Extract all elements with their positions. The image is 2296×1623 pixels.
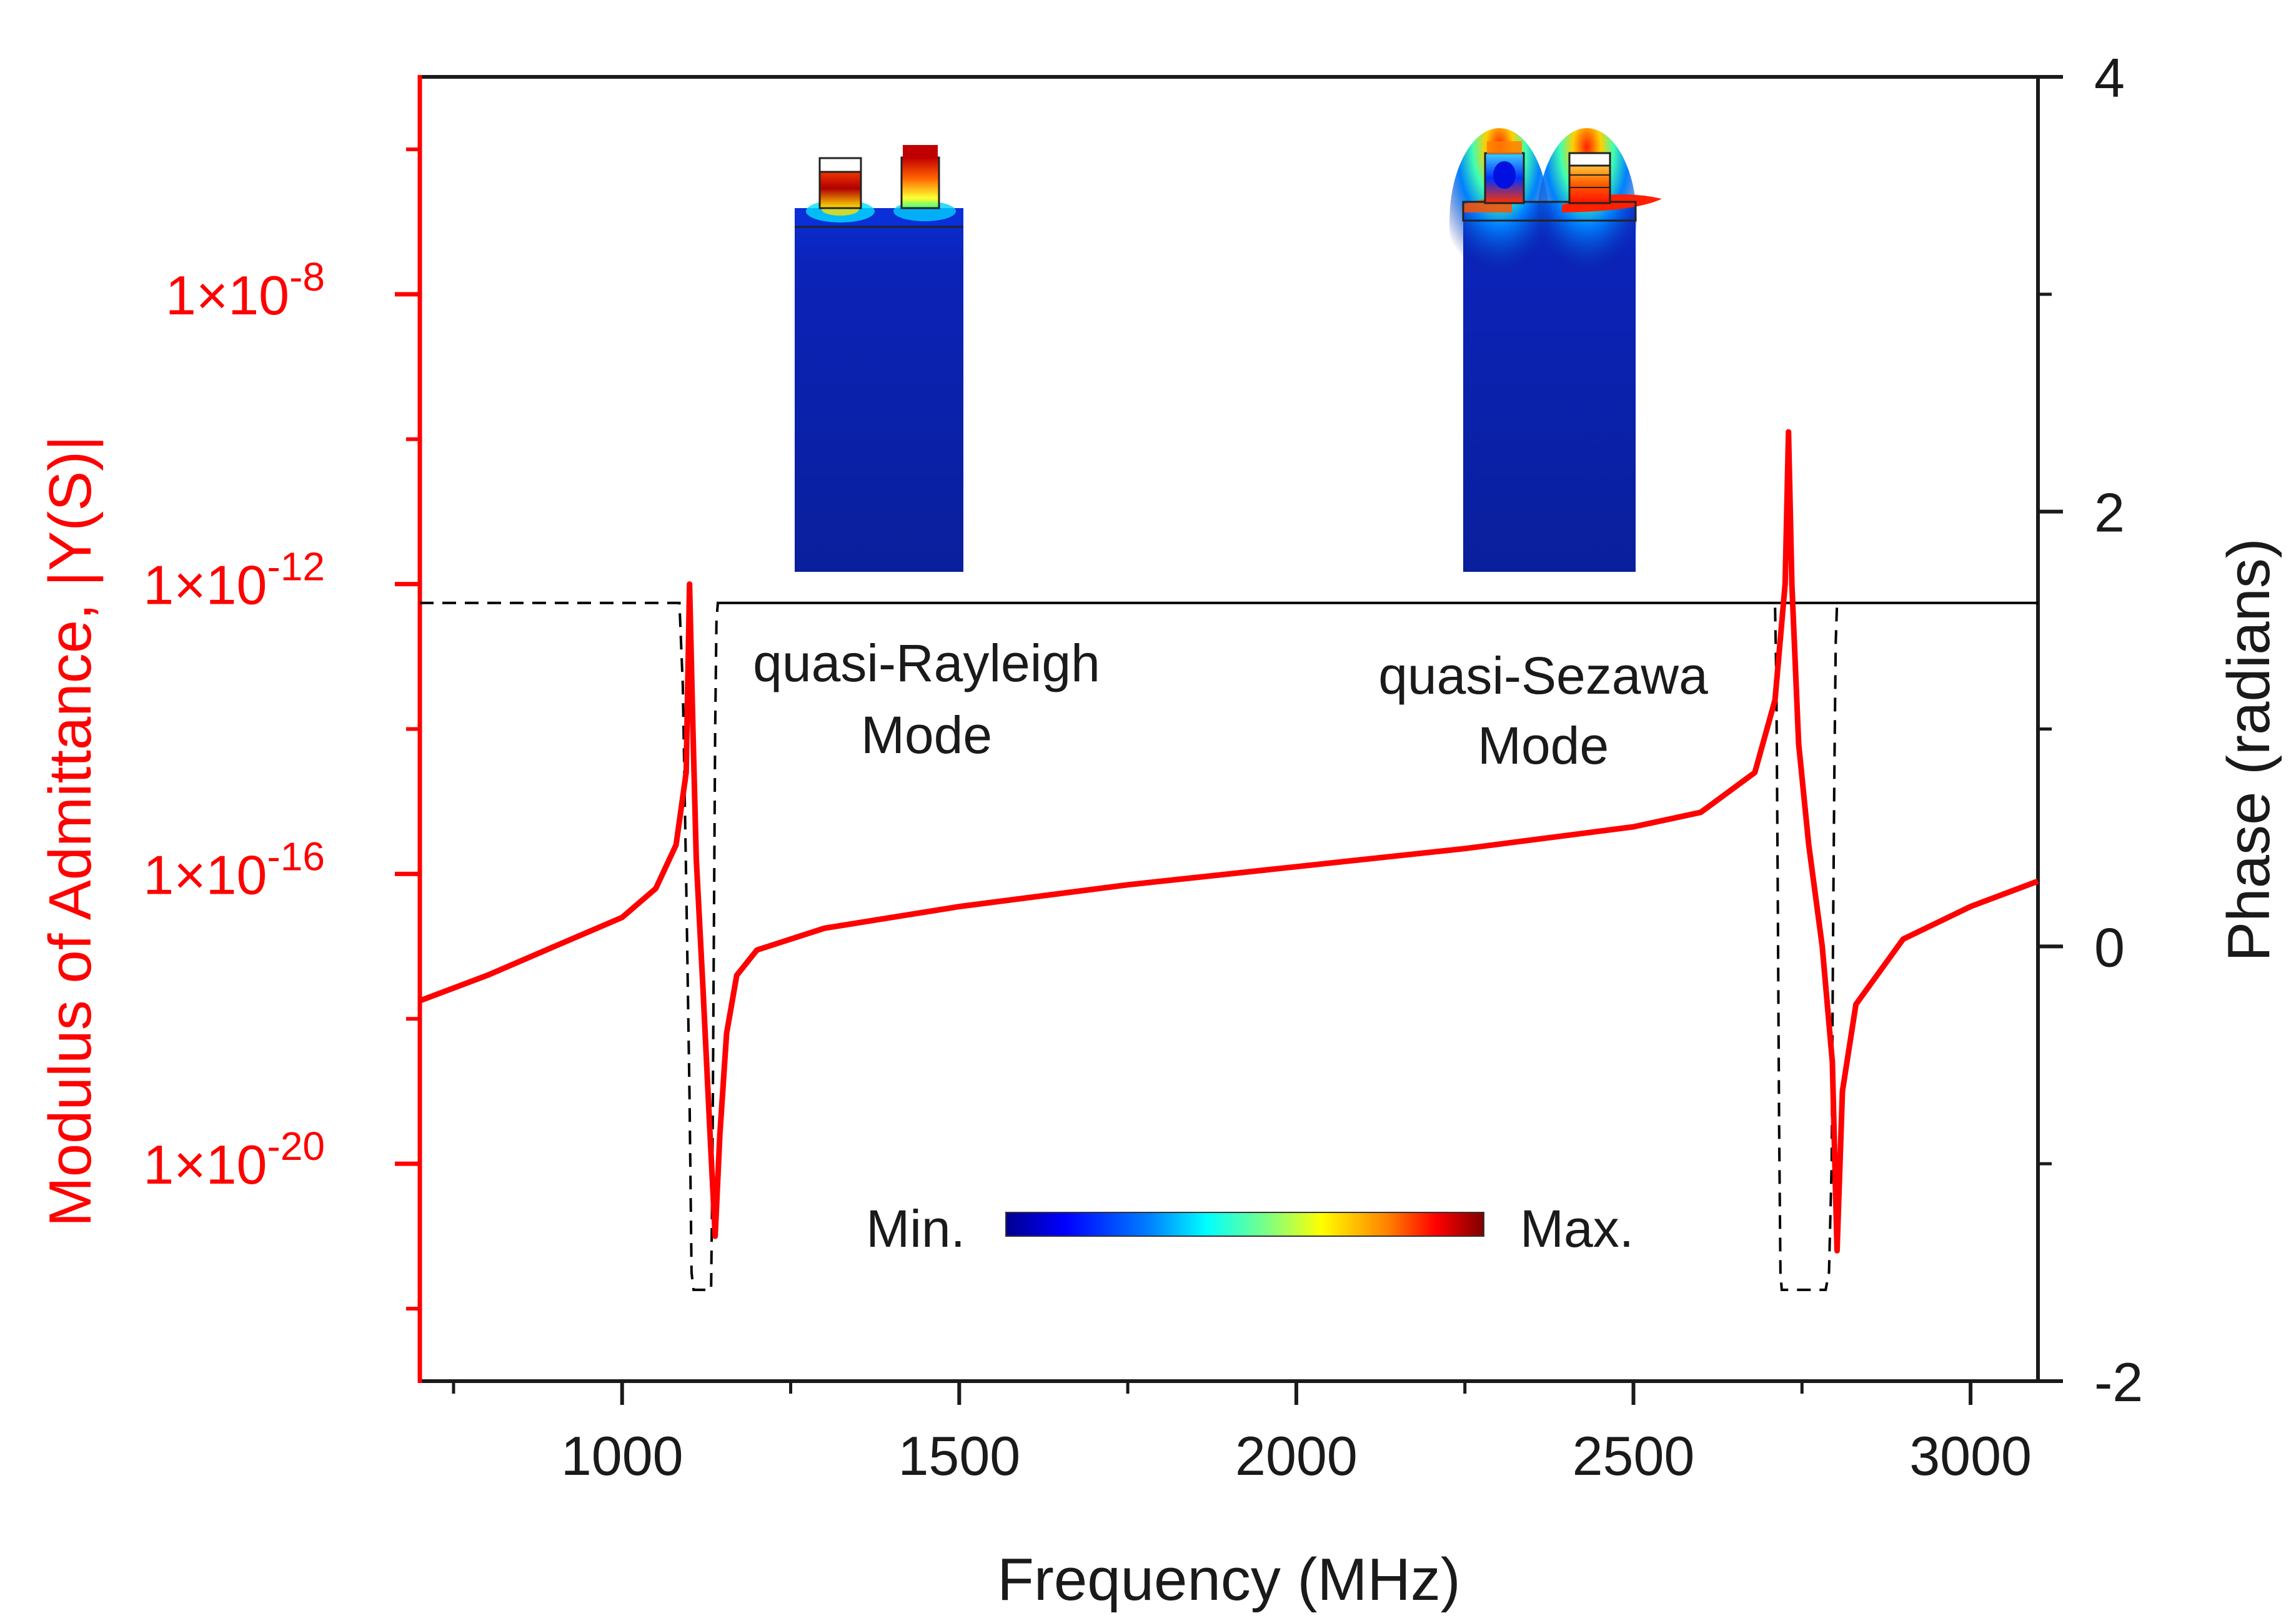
x-tick-label: 1000 — [561, 1425, 683, 1487]
x-tick-label: 1500 — [898, 1425, 1020, 1487]
x-axis-title: Frequency (MHz) — [997, 1546, 1460, 1613]
rayleigh-substrate — [795, 208, 963, 572]
colorbar-max-label: Max. — [1520, 1199, 1634, 1258]
y-right-tick-label: 2 — [2094, 482, 2125, 544]
x-tick-label: 2500 — [1573, 1425, 1695, 1487]
colorbar: Min. Max. — [866, 1199, 1634, 1258]
y-right-tick-label: -2 — [2094, 1351, 2143, 1413]
y-left-tick-label: 1×10-16 — [143, 834, 325, 906]
y-right-tick-label: 0 — [2094, 916, 2125, 978]
y-left-tick-label: 1×10-20 — [143, 1124, 325, 1196]
colorbar-min-label: Min. — [866, 1199, 965, 1258]
x-tick-label: 3000 — [1909, 1425, 2032, 1487]
rayleigh-electrode-right — [900, 156, 940, 209]
phase-series-line — [420, 601, 2038, 1291]
rayleigh-label-line2: Mode — [861, 706, 992, 764]
y-left-tick-label: 1×10-8 — [166, 254, 325, 326]
rayleigh-label-line1: quasi-Rayleigh — [753, 634, 1100, 692]
y-left-axis-ticks: 1×10-8 1×10-12 1×10-16 1×10-20 — [143, 147, 420, 1311]
y-left-tick-label: 1×10-12 — [143, 544, 325, 616]
x-axis-ticks: 1000 1500 2000 2500 3000 — [452, 1381, 2032, 1487]
colorbar-bar — [1005, 1212, 1484, 1237]
y-left-axis-title: Modulus of Admittance, |Y(S)| — [37, 436, 104, 1227]
sezawa-label-line1: quasi-Sezawa — [1378, 646, 1708, 705]
x-tick-label: 2000 — [1235, 1425, 1358, 1487]
sezawa-mode-inset — [1449, 128, 1662, 572]
y-right-tick-label: 4 — [2094, 47, 2125, 109]
admittance-series-line — [419, 429, 2039, 1254]
rayleigh-electrode-left — [818, 167, 862, 209]
sezawa-label-line2: Mode — [1478, 716, 1609, 775]
y-right-axis-title: Phase (radians) — [2215, 538, 2282, 962]
y-right-axis-ticks: -2 0 2 4 — [2038, 47, 2143, 1413]
rayleigh-mode-inset — [795, 145, 963, 572]
sezawa-electrode-right — [1568, 162, 1611, 204]
